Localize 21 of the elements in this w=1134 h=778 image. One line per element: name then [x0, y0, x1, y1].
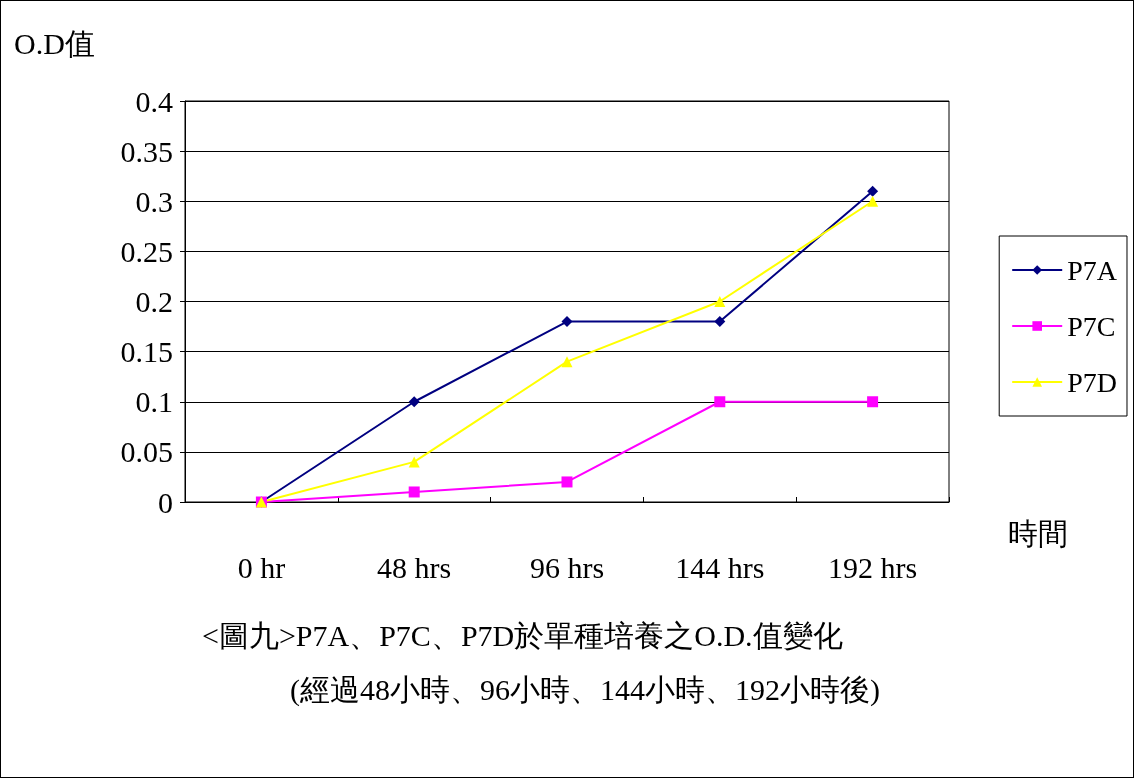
y-tick-label: 0 [158, 485, 173, 519]
text: <圖九>P7A、P7C、P7D於單種培養之O.D.值變化 [202, 618, 843, 652]
y-tick-label: 0.2 [135, 285, 173, 318]
y-tick-label: 0.05 [120, 435, 173, 469]
x-tick-label: 96 hrs [529, 550, 605, 584]
x-tick-label: 144 hrs [675, 550, 765, 584]
legend-label: P7D [1067, 366, 1117, 398]
y-tick-label: 0.3 [135, 184, 173, 218]
y-axis-title: O.D值 [14, 26, 95, 60]
y-tick-label: 0.4 [135, 84, 173, 118]
x-tick-label: 48 hrs [377, 550, 452, 584]
y-tick-label: 0.25 [120, 234, 173, 268]
text: (經過48小時、96小時、144小時、192小時後) [290, 672, 880, 707]
y-tick-label: 0.15 [120, 335, 173, 369]
y-tick-label: 0.1 [135, 385, 173, 419]
y-tick-label: 0.35 [120, 134, 173, 168]
legend-label: P7A [1067, 254, 1118, 286]
x-axis-title: 時間 [1008, 516, 1068, 550]
x-tick-label: 0 hr [237, 550, 286, 584]
legend-label: P7C [1067, 310, 1116, 342]
x-tick-label: 192 hrs [828, 550, 918, 584]
